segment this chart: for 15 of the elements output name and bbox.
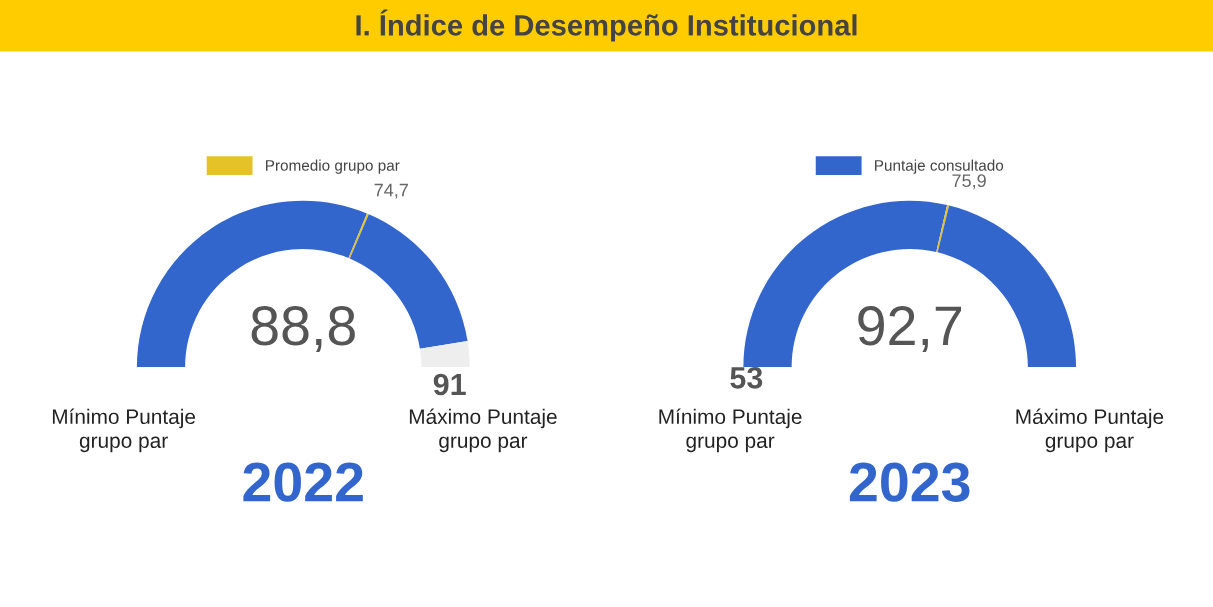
text: 92,7 xyxy=(858,306,962,352)
text: Mínimo Puntaje grupo par xyxy=(659,408,802,453)
text: 91 xyxy=(433,373,466,396)
text: 53 xyxy=(730,366,763,389)
text: Máximo Puntaje grupo par xyxy=(1016,408,1164,453)
text: 88,8 xyxy=(251,306,355,352)
text: 74,7 xyxy=(374,183,408,199)
text: Máximo Puntaje grupo par xyxy=(409,408,557,453)
legend-label: Promedio grupo par xyxy=(266,159,400,174)
text: 75,9 xyxy=(952,174,986,190)
text: 2023 xyxy=(849,462,970,502)
text: I. Índice de Desempeño Institucional xyxy=(356,9,857,42)
text: Mínimo Puntaje grupo par xyxy=(52,408,196,453)
text: 2022 xyxy=(243,462,363,502)
legend-label: Puntaje consultado xyxy=(875,159,1004,174)
